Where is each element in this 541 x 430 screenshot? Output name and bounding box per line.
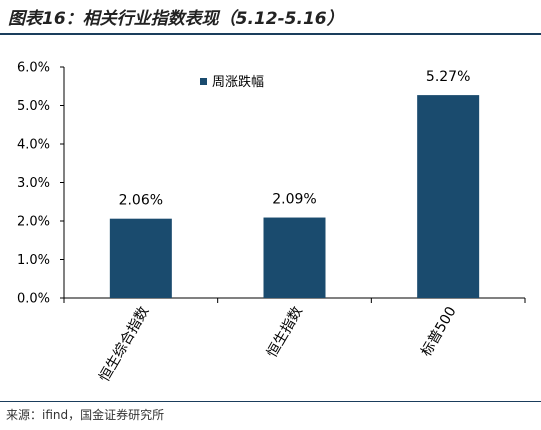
data-label: 2.09% (272, 192, 316, 208)
footer-divider (0, 401, 541, 402)
x-tick-label: 恒生综合指数 (96, 304, 152, 385)
y-tick-label: 2.0% (17, 215, 50, 230)
data-label: 5.27% (426, 69, 470, 85)
x-tick-label: 恒生指数 (264, 304, 306, 360)
legend-label: 周涨跌幅 (212, 74, 264, 90)
source-note: 来源：ifind，国金证券研究所 (6, 408, 165, 422)
y-tick-label: 6.0% (17, 61, 50, 76)
x-tick-label: 标普500 (418, 304, 459, 359)
bar (109, 218, 172, 298)
bar (417, 95, 480, 298)
legend-swatch (200, 78, 207, 85)
y-tick-label: 0.0% (17, 292, 50, 307)
title-divider (0, 33, 541, 35)
y-tick-label: 1.0% (17, 253, 50, 268)
y-tick-label: 3.0% (17, 176, 50, 191)
figure-title-bar: 图表16：相关行业指数表现（5.12-5.16） (0, 0, 541, 35)
data-label: 2.06% (119, 193, 163, 209)
figure-title: 图表16：相关行业指数表现（5.12-5.16） (8, 9, 344, 29)
bar-chart: 0.0% 1.0% 2.0% 3.0% 4.0% 5.0% 6.0% 2.06% 恒生综合指数 2… (17, 61, 526, 385)
y-tick-label: 4.0% (17, 138, 50, 153)
bar (263, 217, 326, 298)
y-tick-label: 5.0% (17, 99, 50, 114)
